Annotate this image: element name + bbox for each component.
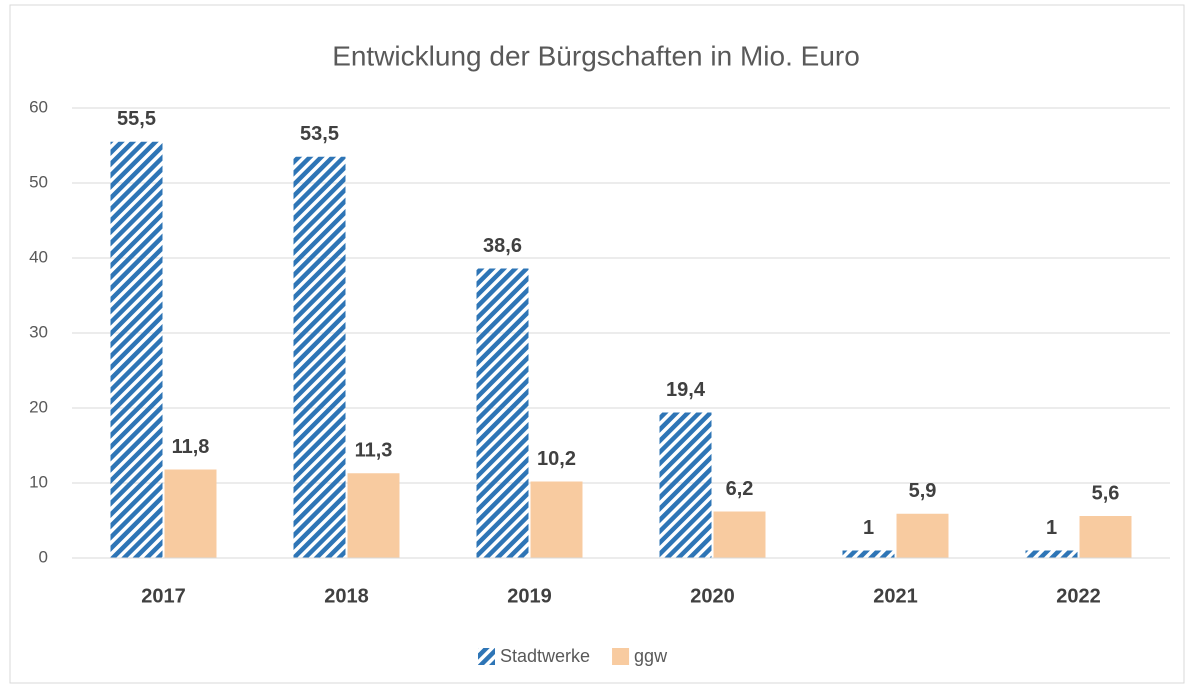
bar [896, 513, 949, 558]
y-tick-label: 50 [29, 172, 48, 191]
bar [713, 511, 766, 558]
x-tick-label: 2021 [873, 585, 918, 607]
value-label: 6,2 [726, 478, 754, 500]
y-tick-label: 40 [29, 247, 48, 266]
y-tick-label: 60 [29, 97, 48, 116]
value-label: 53,5 [300, 123, 339, 145]
value-label: 1 [1046, 517, 1057, 539]
legend-swatch [612, 648, 630, 665]
value-label: 5,9 [909, 480, 937, 502]
bar [110, 141, 163, 558]
value-label: 5,6 [1092, 482, 1120, 504]
legend-label: ggw [634, 646, 668, 666]
chart-border [9, 4, 1185, 684]
value-label: 11,8 [172, 436, 210, 458]
bar [347, 473, 400, 558]
x-tick-label: 2019 [507, 585, 552, 607]
y-tick-label: 30 [29, 322, 48, 341]
y-tick-label: 20 [29, 397, 48, 416]
bar [1079, 516, 1132, 558]
bar [842, 550, 895, 558]
chart-title: Entwicklung der Bürgschaften in Mio. Eur… [332, 40, 860, 71]
bar [1025, 550, 1078, 558]
bar [530, 481, 583, 558]
bar [293, 156, 346, 558]
legend-label: Stadtwerke [500, 646, 590, 666]
value-label: 11,3 [355, 440, 393, 462]
value-label: 1 [863, 517, 874, 539]
value-label: 55,5 [117, 108, 156, 130]
legend-swatch [478, 648, 495, 665]
x-tick-label: 2017 [141, 585, 186, 607]
bar [659, 412, 712, 558]
value-label: 38,6 [483, 235, 522, 257]
x-tick-label: 2020 [690, 585, 735, 607]
x-tick-label: 2018 [324, 585, 369, 607]
bar [164, 469, 217, 558]
value-label: 19,4 [666, 379, 706, 401]
y-tick-label: 10 [29, 472, 48, 491]
x-tick-label: 2022 [1056, 585, 1101, 607]
value-label: 10,2 [537, 448, 576, 470]
bar [476, 268, 529, 558]
y-tick-label: 0 [39, 547, 48, 566]
